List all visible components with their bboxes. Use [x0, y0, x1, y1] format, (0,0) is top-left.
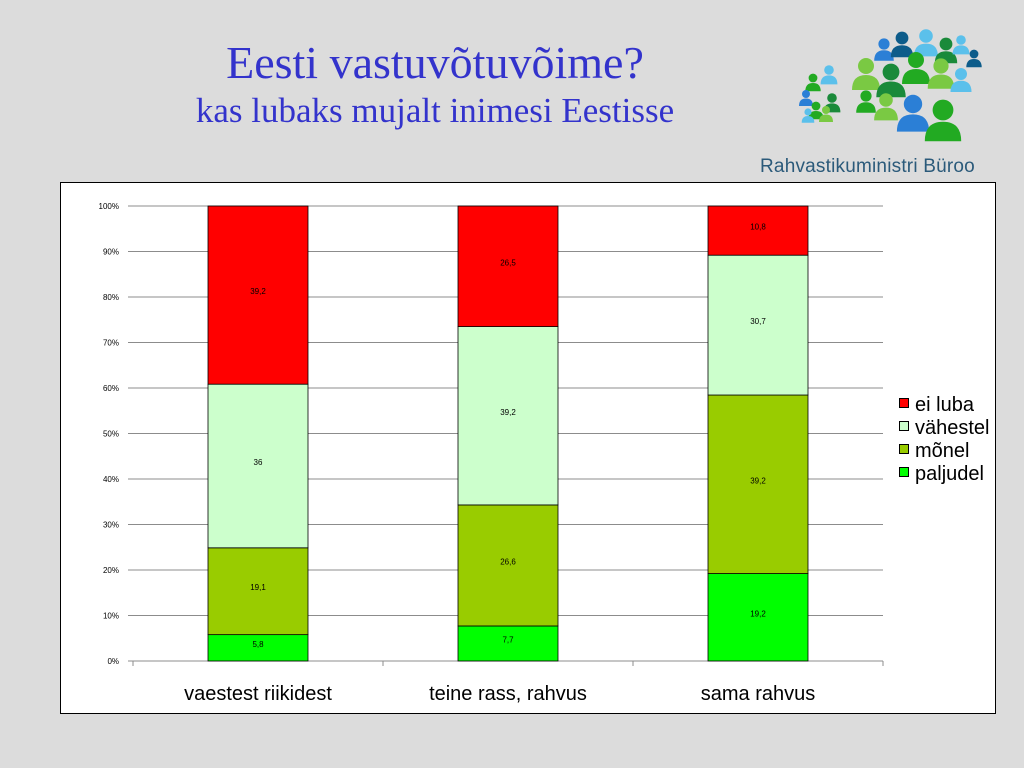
- person-icon: [805, 73, 821, 92]
- bar-segment: [457, 205, 559, 327]
- y-tick-label: 30%: [103, 521, 119, 530]
- bar-segment: [707, 573, 809, 662]
- person-icon: [966, 49, 982, 68]
- data-label: 26,6: [500, 557, 516, 566]
- legend-swatch: [899, 398, 909, 408]
- data-label: 36: [254, 458, 263, 467]
- title-subtitle: kas lubaks mujalt inimesi Eestisse: [195, 91, 675, 130]
- person-icon: [819, 106, 833, 122]
- legend-swatch: [899, 467, 909, 477]
- legend-item: paljudel: [899, 464, 995, 487]
- y-tick-label: 40%: [103, 475, 119, 484]
- people-group-icon: [799, 29, 982, 142]
- data-label: 5,8: [252, 640, 264, 649]
- legend-item: mõnel: [899, 441, 995, 464]
- data-label: 19,1: [250, 583, 266, 592]
- category-label: sama rahvus: [701, 683, 816, 705]
- logo: Rahvastikuministri Büroo: [756, 14, 1018, 177]
- chart-legend: ei luba vähestel mõnel paljudel: [899, 395, 995, 487]
- person-icon: [808, 101, 824, 120]
- stacked-bar-chart: 0% 10% 20% 30% 40% 50% 60% 70% 80% 90% 100% 5,8 19,1…: [99, 202, 884, 705]
- y-tick-label: 0%: [107, 657, 119, 666]
- chart-area: 0% 10% 20% 30% 40% 50% 60% 70% 80% 90% 100% 5,8 19,1…: [60, 182, 996, 714]
- legend-item: ei luba: [899, 395, 995, 418]
- title-main: Eesti vastuvõtuvõime?: [226, 37, 644, 88]
- y-tick-label: 10%: [103, 612, 119, 621]
- person-icon: [856, 90, 876, 113]
- data-label: 30,7: [750, 317, 766, 326]
- person-icon: [950, 68, 972, 92]
- y-tick-label: 100%: [99, 202, 119, 211]
- person-icon: [876, 63, 906, 98]
- slide-title: Eesti vastuvõtuvõime? kas lubaks mujalt …: [90, 36, 780, 132]
- person-icon: [952, 35, 970, 55]
- person-icon: [896, 94, 930, 132]
- y-tick-label: 50%: [103, 430, 119, 439]
- category-label: teine rass, rahvus: [429, 683, 587, 705]
- y-tick-label: 60%: [103, 384, 119, 393]
- bar-segment: [707, 205, 809, 256]
- bar-segment: [457, 504, 559, 627]
- category-label: vaestest riikidest: [184, 683, 332, 705]
- legend-label: vähestel: [915, 417, 990, 439]
- legend-swatch: [899, 421, 909, 431]
- data-label: 39,2: [500, 408, 516, 417]
- data-label: 10,8: [750, 223, 766, 232]
- person-icon: [820, 65, 838, 85]
- bar-segment: [707, 394, 809, 574]
- legend-swatch: [899, 444, 909, 454]
- person-icon: [902, 52, 930, 84]
- y-tick-label: 20%: [103, 566, 119, 575]
- data-label: 7,7: [502, 635, 514, 644]
- person-icon: [874, 38, 894, 61]
- bar-segment: [207, 383, 309, 549]
- bar-segment: [457, 625, 559, 662]
- data-label: 39,2: [750, 476, 766, 485]
- data-label: 39,2: [250, 287, 266, 296]
- y-tick-label: 70%: [103, 339, 119, 348]
- bar-segment: [207, 634, 309, 662]
- person-icon: [890, 31, 914, 58]
- legend-label: paljudel: [915, 463, 984, 485]
- y-tick-label: 90%: [103, 248, 119, 257]
- legend-item: vähestel: [899, 418, 995, 441]
- person-icon: [799, 90, 813, 106]
- y-tick-label: 80%: [103, 293, 119, 302]
- data-label: 19,2: [750, 609, 766, 618]
- legend-label: ei luba: [915, 394, 974, 416]
- person-icon: [924, 99, 962, 142]
- bar-segment: [207, 205, 309, 385]
- person-icon: [852, 58, 880, 90]
- data-label: 26,5: [500, 258, 516, 267]
- person-icon: [927, 58, 955, 89]
- legend-label: mõnel: [915, 440, 970, 462]
- bar-segment: [207, 547, 309, 636]
- person-icon: [874, 93, 898, 121]
- person-icon: [801, 108, 815, 123]
- logo-text: Rahvastikuministri Büroo: [760, 156, 975, 177]
- bar-segment: [457, 326, 559, 506]
